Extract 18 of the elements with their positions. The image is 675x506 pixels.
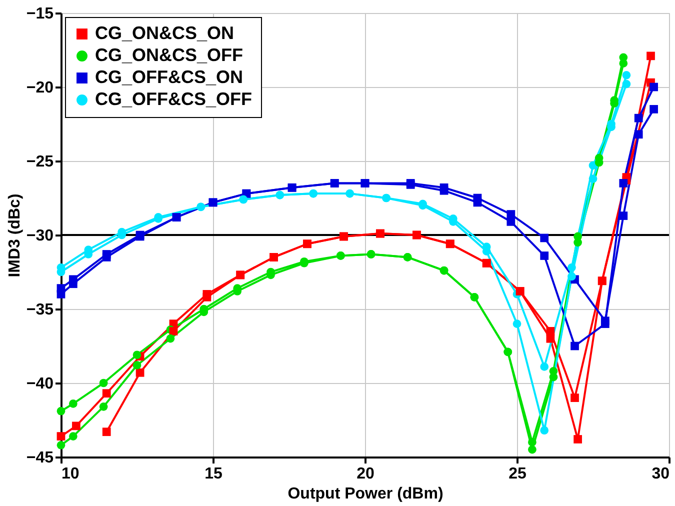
legend-label: CG_ON&CS_OFF bbox=[95, 45, 244, 65]
legend-label: CG_ON&CS_ON bbox=[95, 23, 234, 43]
legend-label: CG_OFF&CS_ON bbox=[95, 67, 244, 87]
y-tick-label: −45 bbox=[26, 450, 54, 466]
x-tick-label: 30 bbox=[652, 466, 670, 482]
x-tick-label: 15 bbox=[204, 466, 222, 482]
y-tick-label: −30 bbox=[26, 228, 54, 244]
y-tick-label: −40 bbox=[26, 376, 54, 392]
y-tick-label: −25 bbox=[26, 154, 54, 170]
y-tick-label: −20 bbox=[26, 80, 54, 96]
x-axis-title: Output Power (dBm) bbox=[288, 486, 444, 502]
x-tick-label: 20 bbox=[356, 466, 374, 482]
x-tick-label: 25 bbox=[508, 466, 526, 482]
y-tick-label: −35 bbox=[26, 302, 54, 318]
y-tick-label: −15 bbox=[26, 6, 54, 22]
y-axis-title: IMD3 (dBc) bbox=[6, 194, 24, 278]
legend-label: CG_OFF&CS_OFF bbox=[95, 89, 252, 109]
x-tick-label: 10 bbox=[62, 466, 80, 482]
